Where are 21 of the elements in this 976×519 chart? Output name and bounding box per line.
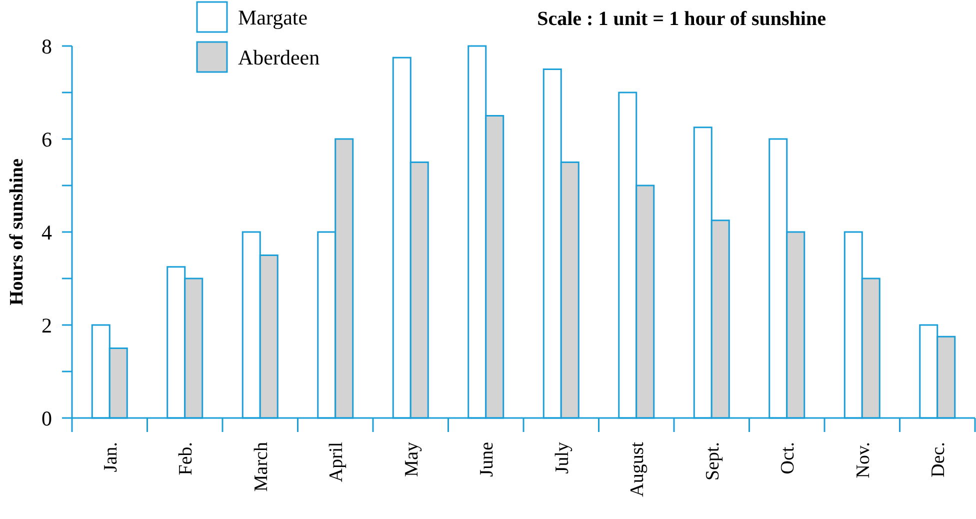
x-tick-label: March <box>250 442 272 492</box>
y-axis-title: Hours of sunshine <box>6 158 28 306</box>
x-tick-label: Dec. <box>928 442 950 478</box>
x-tick-label: June <box>476 442 498 477</box>
x-tick-label: Oct. <box>778 442 799 474</box>
legend-label: Margate <box>238 5 308 30</box>
legend-label: Aberdeen <box>238 45 320 70</box>
y-tick-label: 8 <box>42 34 52 58</box>
y-tick-label: 6 <box>42 127 52 152</box>
y-tick-label: 2 <box>42 313 52 338</box>
text: Scale : 1 unit = 1 hour of sunshine <box>537 8 826 30</box>
x-tick-label: Nov. <box>852 442 874 478</box>
y-tick-label: 4 <box>42 220 52 244</box>
x-tick-label: August <box>627 441 648 497</box>
x-tick-label: Jan. <box>100 442 122 472</box>
x-tick-label: April <box>326 442 348 482</box>
x-tick-label: Feb. <box>176 442 197 476</box>
x-tick-label: July <box>552 442 573 474</box>
x-tick-label: Sept. <box>702 442 724 481</box>
y-tick-label: 0 <box>42 406 52 430</box>
x-tick-label: May <box>401 442 422 477</box>
